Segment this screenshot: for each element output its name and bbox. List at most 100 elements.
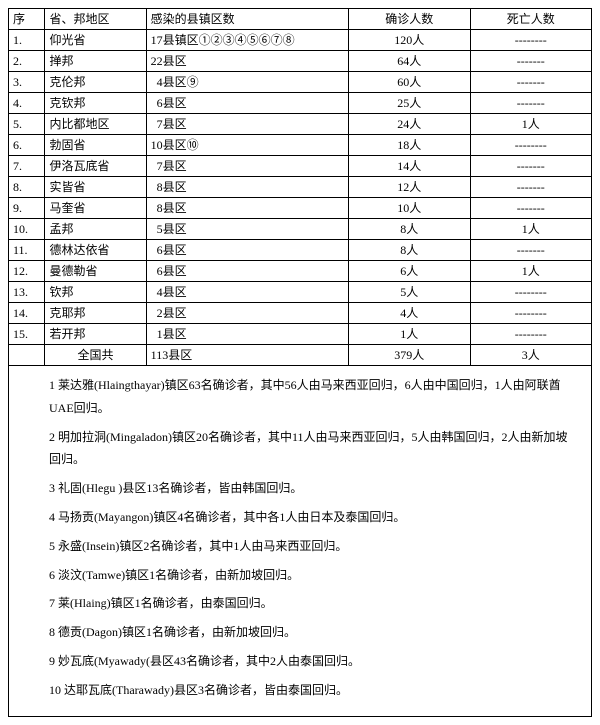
cell-infected: 7县区 xyxy=(146,156,348,177)
cell-infected: 113县区 xyxy=(146,345,348,366)
table-row: 14.克耶邦 2县区4人-------- xyxy=(9,303,592,324)
cell-deaths: -------- xyxy=(470,324,591,345)
cell-confirmed: 18人 xyxy=(349,135,470,156)
cell-region: 仰光省 xyxy=(45,30,146,51)
cell-confirmed: 14人 xyxy=(349,156,470,177)
footnote-line: 9 妙瓦底(Myawady(县区43名确诊者，其中2人由泰国回归。 xyxy=(49,650,571,673)
cell-deaths: ------- xyxy=(470,177,591,198)
cell-region: 克钦邦 xyxy=(45,93,146,114)
table-row: 2.掸邦22县区64人------- xyxy=(9,51,592,72)
cell-seq: 2. xyxy=(9,51,45,72)
cell-confirmed: 24人 xyxy=(349,114,470,135)
cell-deaths: -------- xyxy=(470,282,591,303)
table-row: 15.若开邦 1县区1人-------- xyxy=(9,324,592,345)
cell-deaths: -------- xyxy=(470,135,591,156)
cell-deaths: ------- xyxy=(470,240,591,261)
table-row: 13.钦邦 4县区5人-------- xyxy=(9,282,592,303)
cell-seq: 12. xyxy=(9,261,45,282)
header-infected: 感染的县镇区数 xyxy=(146,9,348,30)
cell-deaths: 1人 xyxy=(470,219,591,240)
cell-seq: 3. xyxy=(9,72,45,93)
cell-region: 勃固省 xyxy=(45,135,146,156)
cell-confirmed: 6人 xyxy=(349,261,470,282)
cell-deaths: 1人 xyxy=(470,114,591,135)
header-deaths: 死亡人数 xyxy=(470,9,591,30)
cell-region: 全国共 xyxy=(45,345,146,366)
total-row: 全国共113县区379人3人 xyxy=(9,345,592,366)
footnote-line: 6 淡汶(Tamwe)镇区1名确诊者，由新加坡回归。 xyxy=(49,564,571,587)
cell-seq: 9. xyxy=(9,198,45,219)
cell-infected: 5县区 xyxy=(146,219,348,240)
header-region: 省、邦地区 xyxy=(45,9,146,30)
cell-region: 克伦邦 xyxy=(45,72,146,93)
cell-region: 曼德勒省 xyxy=(45,261,146,282)
cell-confirmed: 379人 xyxy=(349,345,470,366)
cell-deaths: ------- xyxy=(470,198,591,219)
table-row: 7.伊洛瓦底省 7县区14人------- xyxy=(9,156,592,177)
cell-region: 钦邦 xyxy=(45,282,146,303)
table-row: 8.实皆省 8县区12人------- xyxy=(9,177,592,198)
cell-confirmed: 64人 xyxy=(349,51,470,72)
cell-seq: 14. xyxy=(9,303,45,324)
footnotes-box: 1 莱达雅(Hlaingthayar)镇区63名确诊者，其中56人由马来西亚回归… xyxy=(8,366,592,717)
cell-infected: 6县区 xyxy=(146,261,348,282)
cell-infected: 6县区 xyxy=(146,93,348,114)
table-row: 6.勃固省10县区⑩18人-------- xyxy=(9,135,592,156)
cell-confirmed: 12人 xyxy=(349,177,470,198)
cell-confirmed: 5人 xyxy=(349,282,470,303)
table-row: 5.内比都地区 7县区24人1人 xyxy=(9,114,592,135)
cell-confirmed: 120人 xyxy=(349,30,470,51)
cell-confirmed: 60人 xyxy=(349,72,470,93)
cell-infected: 8县区 xyxy=(146,198,348,219)
cell-confirmed: 8人 xyxy=(349,240,470,261)
cell-region: 孟邦 xyxy=(45,219,146,240)
cell-deaths: -------- xyxy=(470,30,591,51)
table-row: 12.曼德勒省 6县区6人1人 xyxy=(9,261,592,282)
cell-deaths: 1人 xyxy=(470,261,591,282)
footnote-line: 1 莱达雅(Hlaingthayar)镇区63名确诊者，其中56人由马来西亚回归… xyxy=(49,374,571,420)
footnote-line: 10 达耶瓦底(Tharawady)县区3名确诊者，皆由泰国回归。 xyxy=(49,679,571,702)
cell-seq xyxy=(9,345,45,366)
cell-infected: 4县区⑨ xyxy=(146,72,348,93)
table-row: 4.克钦邦 6县区25人------- xyxy=(9,93,592,114)
cell-deaths: ------- xyxy=(470,72,591,93)
footnote-line: 5 永盛(Insein)镇区2名确诊者，其中1人由马来西亚回归。 xyxy=(49,535,571,558)
cell-region: 马奎省 xyxy=(45,198,146,219)
cell-deaths: 3人 xyxy=(470,345,591,366)
table-row: 1.仰光省17县镇区①②③④⑤⑥⑦⑧120人-------- xyxy=(9,30,592,51)
cell-seq: 11. xyxy=(9,240,45,261)
cell-infected: 10县区⑩ xyxy=(146,135,348,156)
cell-region: 实皆省 xyxy=(45,177,146,198)
cell-region: 若开邦 xyxy=(45,324,146,345)
footnote-line: 3 礼固(Hlegu )县区13名确诊者，皆由韩国回归。 xyxy=(49,477,571,500)
cell-seq: 8. xyxy=(9,177,45,198)
cell-region: 伊洛瓦底省 xyxy=(45,156,146,177)
cell-infected: 17县镇区①②③④⑤⑥⑦⑧ xyxy=(146,30,348,51)
footnote-line: 8 德贡(Dagon)镇区1名确诊者，由新加坡回归。 xyxy=(49,621,571,644)
table-row: 9.马奎省 8县区10人------- xyxy=(9,198,592,219)
cell-infected: 6县区 xyxy=(146,240,348,261)
cell-confirmed: 25人 xyxy=(349,93,470,114)
cell-region: 内比都地区 xyxy=(45,114,146,135)
cell-confirmed: 8人 xyxy=(349,219,470,240)
table-row: 10.孟邦 5县区8人1人 xyxy=(9,219,592,240)
cell-seq: 1. xyxy=(9,30,45,51)
cell-seq: 4. xyxy=(9,93,45,114)
cell-seq: 7. xyxy=(9,156,45,177)
cell-infected: 7县区 xyxy=(146,114,348,135)
cell-infected: 2县区 xyxy=(146,303,348,324)
cell-seq: 5. xyxy=(9,114,45,135)
cell-deaths: ------- xyxy=(470,93,591,114)
header-row: 序 省、邦地区 感染的县镇区数 确诊人数 死亡人数 xyxy=(9,9,592,30)
footnote-line: 2 明加拉洞(Mingaladon)镇区20名确诊者，其中11人由马来西亚回归，… xyxy=(49,426,571,472)
table-row: 3.克伦邦 4县区⑨60人------- xyxy=(9,72,592,93)
cell-confirmed: 4人 xyxy=(349,303,470,324)
cell-confirmed: 1人 xyxy=(349,324,470,345)
cell-seq: 15. xyxy=(9,324,45,345)
cell-deaths: ------- xyxy=(470,156,591,177)
cell-region: 克耶邦 xyxy=(45,303,146,324)
cell-infected: 4县区 xyxy=(146,282,348,303)
cell-infected: 8县区 xyxy=(146,177,348,198)
cell-infected: 1县区 xyxy=(146,324,348,345)
cell-seq: 10. xyxy=(9,219,45,240)
